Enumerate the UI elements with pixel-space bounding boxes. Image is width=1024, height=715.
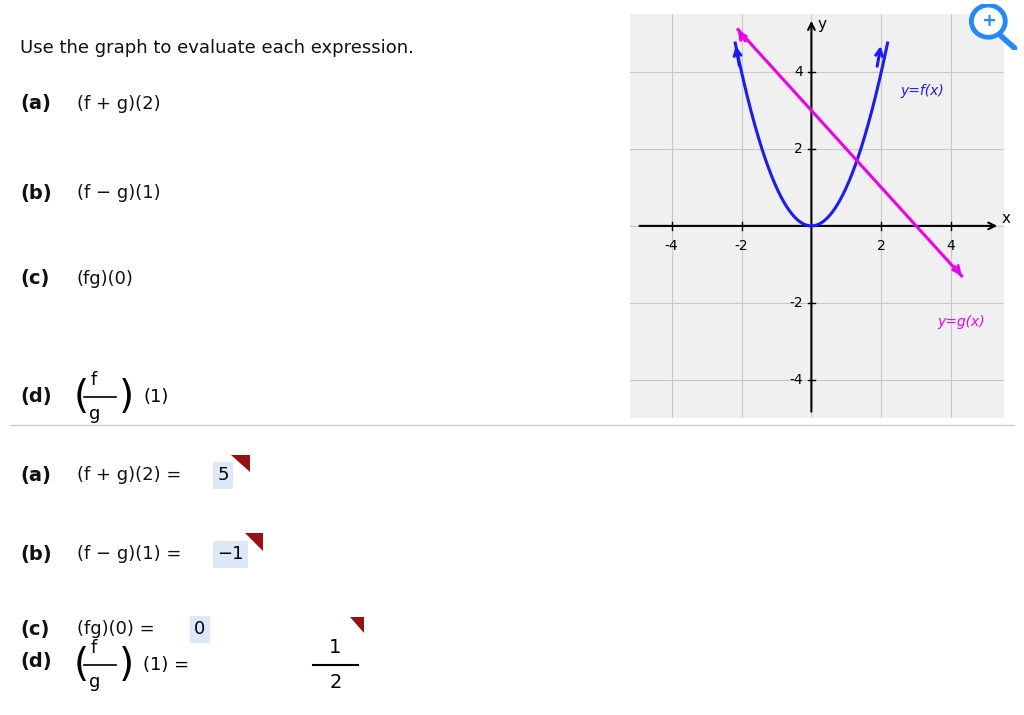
Text: Use the graph to evaluate each expression.: Use the graph to evaluate each expressio… [20, 39, 415, 57]
Text: (b): (b) [20, 184, 52, 202]
Polygon shape [245, 533, 263, 551]
Circle shape [975, 8, 1002, 34]
Text: ): ) [119, 378, 134, 416]
Text: (c): (c) [20, 270, 50, 288]
Text: -4: -4 [790, 373, 803, 387]
Text: +: + [981, 11, 995, 30]
Text: (c): (c) [20, 620, 50, 638]
Text: ): ) [119, 646, 134, 684]
Text: (f − g)(1): (f − g)(1) [77, 184, 161, 202]
Text: 2: 2 [794, 142, 803, 156]
Text: -4: -4 [665, 240, 679, 253]
Polygon shape [350, 617, 364, 633]
Text: (fg)(0): (fg)(0) [77, 270, 134, 288]
Text: -2: -2 [790, 296, 803, 310]
Text: (a): (a) [20, 94, 51, 113]
Circle shape [970, 4, 1007, 39]
Text: y=f(x): y=f(x) [900, 84, 944, 98]
Text: x: x [1001, 212, 1011, 227]
Text: (fg)(0) =: (fg)(0) = [77, 620, 160, 638]
Text: 1: 1 [329, 638, 342, 657]
Text: f: f [91, 638, 97, 656]
Text: (b): (b) [20, 545, 52, 563]
Polygon shape [231, 455, 250, 472]
Text: g: g [88, 674, 100, 691]
Text: (f − g)(1) =: (f − g)(1) = [77, 545, 187, 563]
Text: (f + g)(2): (f + g)(2) [77, 94, 161, 113]
Text: −1: −1 [217, 545, 244, 563]
Text: 2: 2 [329, 673, 342, 691]
Text: (: ( [74, 646, 89, 684]
Text: (d): (d) [20, 388, 52, 406]
Text: y=g(x): y=g(x) [937, 315, 985, 329]
Text: (f + g)(2) =: (f + g)(2) = [77, 466, 187, 485]
Text: 0: 0 [195, 620, 205, 638]
Text: (1) =: (1) = [143, 656, 189, 674]
Text: -2: -2 [735, 240, 749, 253]
Text: (: ( [74, 378, 89, 416]
Text: 4: 4 [794, 65, 803, 79]
Text: 2: 2 [877, 240, 886, 253]
Text: 5: 5 [217, 466, 229, 485]
Text: (a): (a) [20, 466, 51, 485]
Text: (1): (1) [143, 388, 169, 406]
Text: y: y [818, 17, 826, 32]
Text: (d): (d) [20, 652, 52, 671]
Text: f: f [91, 370, 97, 388]
Text: 4: 4 [947, 240, 955, 253]
Text: g: g [88, 405, 100, 423]
